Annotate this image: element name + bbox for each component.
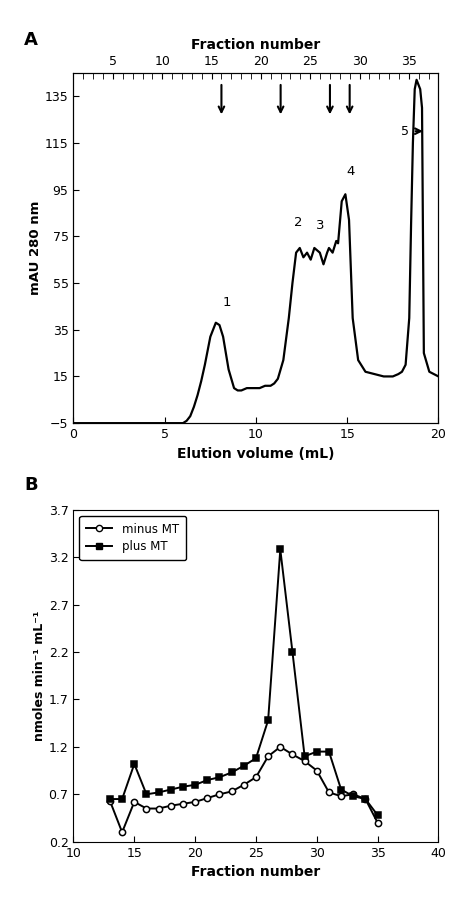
Y-axis label: mAU 280 nm: mAU 280 nm xyxy=(29,201,42,295)
X-axis label: Fraction number: Fraction number xyxy=(191,38,320,53)
Text: 3: 3 xyxy=(316,218,324,232)
Text: 4: 4 xyxy=(346,165,355,178)
Text: 2: 2 xyxy=(294,217,302,229)
Text: B: B xyxy=(24,477,38,494)
Y-axis label: nmoles min⁻¹ mL⁻¹: nmoles min⁻¹ mL⁻¹ xyxy=(33,611,46,741)
Text: 1: 1 xyxy=(222,296,231,308)
X-axis label: Fraction number: Fraction number xyxy=(191,865,320,879)
X-axis label: Elution volume (mL): Elution volume (mL) xyxy=(177,447,335,460)
Text: 5: 5 xyxy=(401,125,409,137)
Text: A: A xyxy=(24,31,38,49)
Legend: minus MT, plus MT: minus MT, plus MT xyxy=(79,515,186,561)
